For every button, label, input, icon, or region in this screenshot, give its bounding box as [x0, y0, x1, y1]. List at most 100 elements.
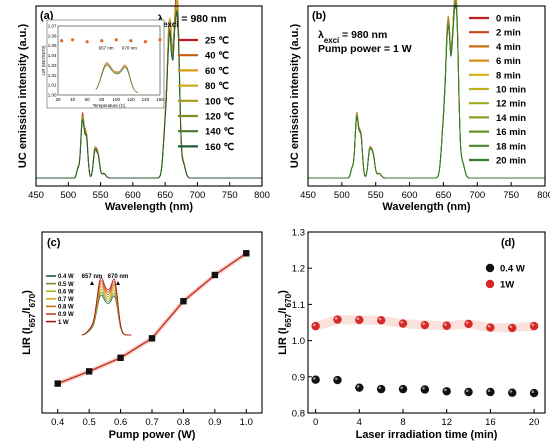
x-tick-label-b: 550	[368, 190, 384, 201]
y-axis-label-d-part: /I	[277, 308, 289, 314]
inset-legend-label-c: 0.5 W	[58, 282, 74, 288]
legend-label-b: 14 min	[496, 113, 526, 124]
panel-c: 0.4 0.5 0.6 0.7 0.8 0.9 1.0 Pump power (W) LIR (…	[21, 231, 263, 441]
excitation-label-b: λexci = 980 nm	[318, 29, 387, 45]
inset-y-tick-label-a: 1.05	[48, 43, 57, 48]
panel-label-d: (d)	[501, 237, 515, 249]
y-tick-label-d: 1.2	[292, 264, 305, 275]
x-tick-label-c: 0.5	[83, 417, 96, 428]
data-point-d-black	[529, 388, 539, 398]
legend-label-b: 20 min	[496, 156, 526, 167]
data-point-highlight-d	[356, 317, 360, 320]
y-axis-label-c: LIR (I657/I670)	[21, 290, 37, 355]
y-axis-label-d-part: 670	[284, 293, 293, 307]
legend-label-b: 8 min	[496, 70, 521, 81]
x-tick-label-c: 0.7	[145, 417, 158, 428]
data-point-highlight-d	[509, 390, 513, 393]
legend-label-b: 0 min	[496, 14, 521, 25]
panel-b: 450 500 550 600 650 700 750 800 Wavelength (nm) U…	[289, 0, 550, 213]
legend-label-b: 18 min	[496, 141, 526, 152]
y-tick-label-d: 0.8	[292, 409, 305, 420]
x-tick-label-a: 800	[254, 190, 270, 201]
panel-label-b: (b)	[312, 10, 326, 22]
legend-label-a: 25 ℃	[205, 36, 229, 47]
x-tick-label-b: 800	[537, 190, 550, 201]
legend-label-b: 2 min	[496, 28, 521, 39]
data-point-d-red	[486, 323, 495, 332]
data-point-d-black	[442, 387, 451, 396]
x-axis-label-d: Laser irradiation time (min)	[356, 429, 498, 441]
inset-legend-label-c: 0.7 W	[58, 297, 74, 303]
inset-x-tick-label-a: 40	[70, 97, 76, 102]
y-axis-label-c-part: )	[21, 290, 33, 294]
x-tick-label-a: 550	[93, 190, 109, 201]
panel-label-c: (c)	[47, 237, 61, 249]
x-axis-label-a: Wavelength (nm)	[105, 201, 194, 213]
x-tick-label-d: 0	[313, 417, 318, 428]
x-tick-label-c: 0.4	[51, 417, 64, 428]
legend-label-a: 120 ℃	[205, 112, 234, 123]
data-point-c	[117, 354, 124, 361]
y-tick-label-d: 1.3	[292, 228, 305, 239]
x-tick-label-b: 450	[300, 190, 316, 201]
plot-frame-d	[307, 231, 546, 414]
data-point-d-black	[486, 387, 495, 397]
data-point-highlight-d	[334, 377, 338, 381]
data-point-c	[211, 271, 219, 279]
inset-data-point-a	[70, 38, 75, 42]
excitation-label-a: λexci = 980 nm	[157, 13, 226, 29]
x-tick-label-b: 750	[503, 190, 519, 201]
x-tick-label-a: 450	[28, 190, 44, 201]
legend-label-d: 1W	[500, 280, 514, 291]
data-point-d-red	[355, 315, 364, 325]
panel-d: 0 4 8 12 16 20 0.8 0.9 1.0 1.1 1.2 1.3 Laser irradia…	[277, 228, 546, 441]
data-point-d-black	[355, 383, 364, 392]
inset-data-point-a	[114, 38, 118, 42]
data-point-highlight-d	[465, 389, 469, 393]
data-point-d-red	[464, 319, 473, 329]
inset-data-point-a	[158, 38, 162, 42]
data-point-d-red	[333, 315, 342, 324]
legend-label-a: 100 ℃	[205, 96, 234, 107]
data-point-highlight-d	[487, 389, 491, 393]
data-point-d-black	[464, 387, 473, 397]
x-tick-label-c: 0.8	[177, 417, 190, 428]
legend-label-b: 16 min	[496, 127, 526, 138]
data-point-d-black	[333, 375, 342, 385]
inset-spectrum-line-a	[95, 65, 138, 93]
x-tick-label-d: 8	[400, 417, 405, 428]
x-tick-label-c: 1.0	[240, 417, 253, 428]
legend-label-b: 6 min	[496, 56, 521, 67]
x-axis-label-b: Wavelength (nm)	[382, 201, 471, 213]
inset-arrow-c	[90, 281, 94, 285]
inset-y-tick-label-a: 1.07	[48, 24, 57, 29]
inset-data-point-a	[60, 39, 64, 43]
y-tick-label-d: 1.0	[292, 336, 305, 347]
x-tick-label-a: 700	[189, 190, 205, 201]
data-point-highlight-d	[509, 325, 513, 328]
data-point-highlight-d	[422, 386, 425, 390]
x-tick-label-a: 750	[222, 190, 238, 201]
y-axis-label-c-part: 670	[28, 293, 37, 307]
inset-y-tick-label-a: 1.06	[48, 33, 57, 38]
data-point-highlight-d	[465, 321, 469, 324]
data-point-d-black	[398, 384, 408, 394]
inset-legend-label-c: 0.6 W	[58, 289, 74, 295]
y-axis-label-c-part: /I	[21, 308, 33, 314]
x-tick-label-d: 4	[357, 417, 362, 428]
y-axis-label-d-part: LIR (I	[277, 327, 289, 355]
inset-peak-label-c: 670 nm	[108, 274, 129, 280]
data-point-highlight-d	[531, 390, 535, 394]
inset-legend-label-c: 0.8 W	[58, 305, 74, 311]
inset-peak-label-a: 657 nm	[99, 46, 114, 51]
pump-power-label-b: Pump power = 1 W	[318, 43, 412, 55]
legend-label-a: 160 ℃	[205, 142, 234, 153]
inset-spectrum-line-c	[81, 277, 132, 336]
data-point-d-black	[508, 388, 517, 397]
data-point-d-red	[376, 316, 386, 325]
excitation-label-a-part: exci	[163, 20, 178, 29]
x-tick-label-d: 12	[441, 417, 452, 428]
inset-legend-label-c: 0.9 W	[58, 312, 74, 318]
x-tick-label-c: 0.9	[208, 417, 221, 428]
y-tick-label-d: 1.1	[292, 300, 305, 311]
